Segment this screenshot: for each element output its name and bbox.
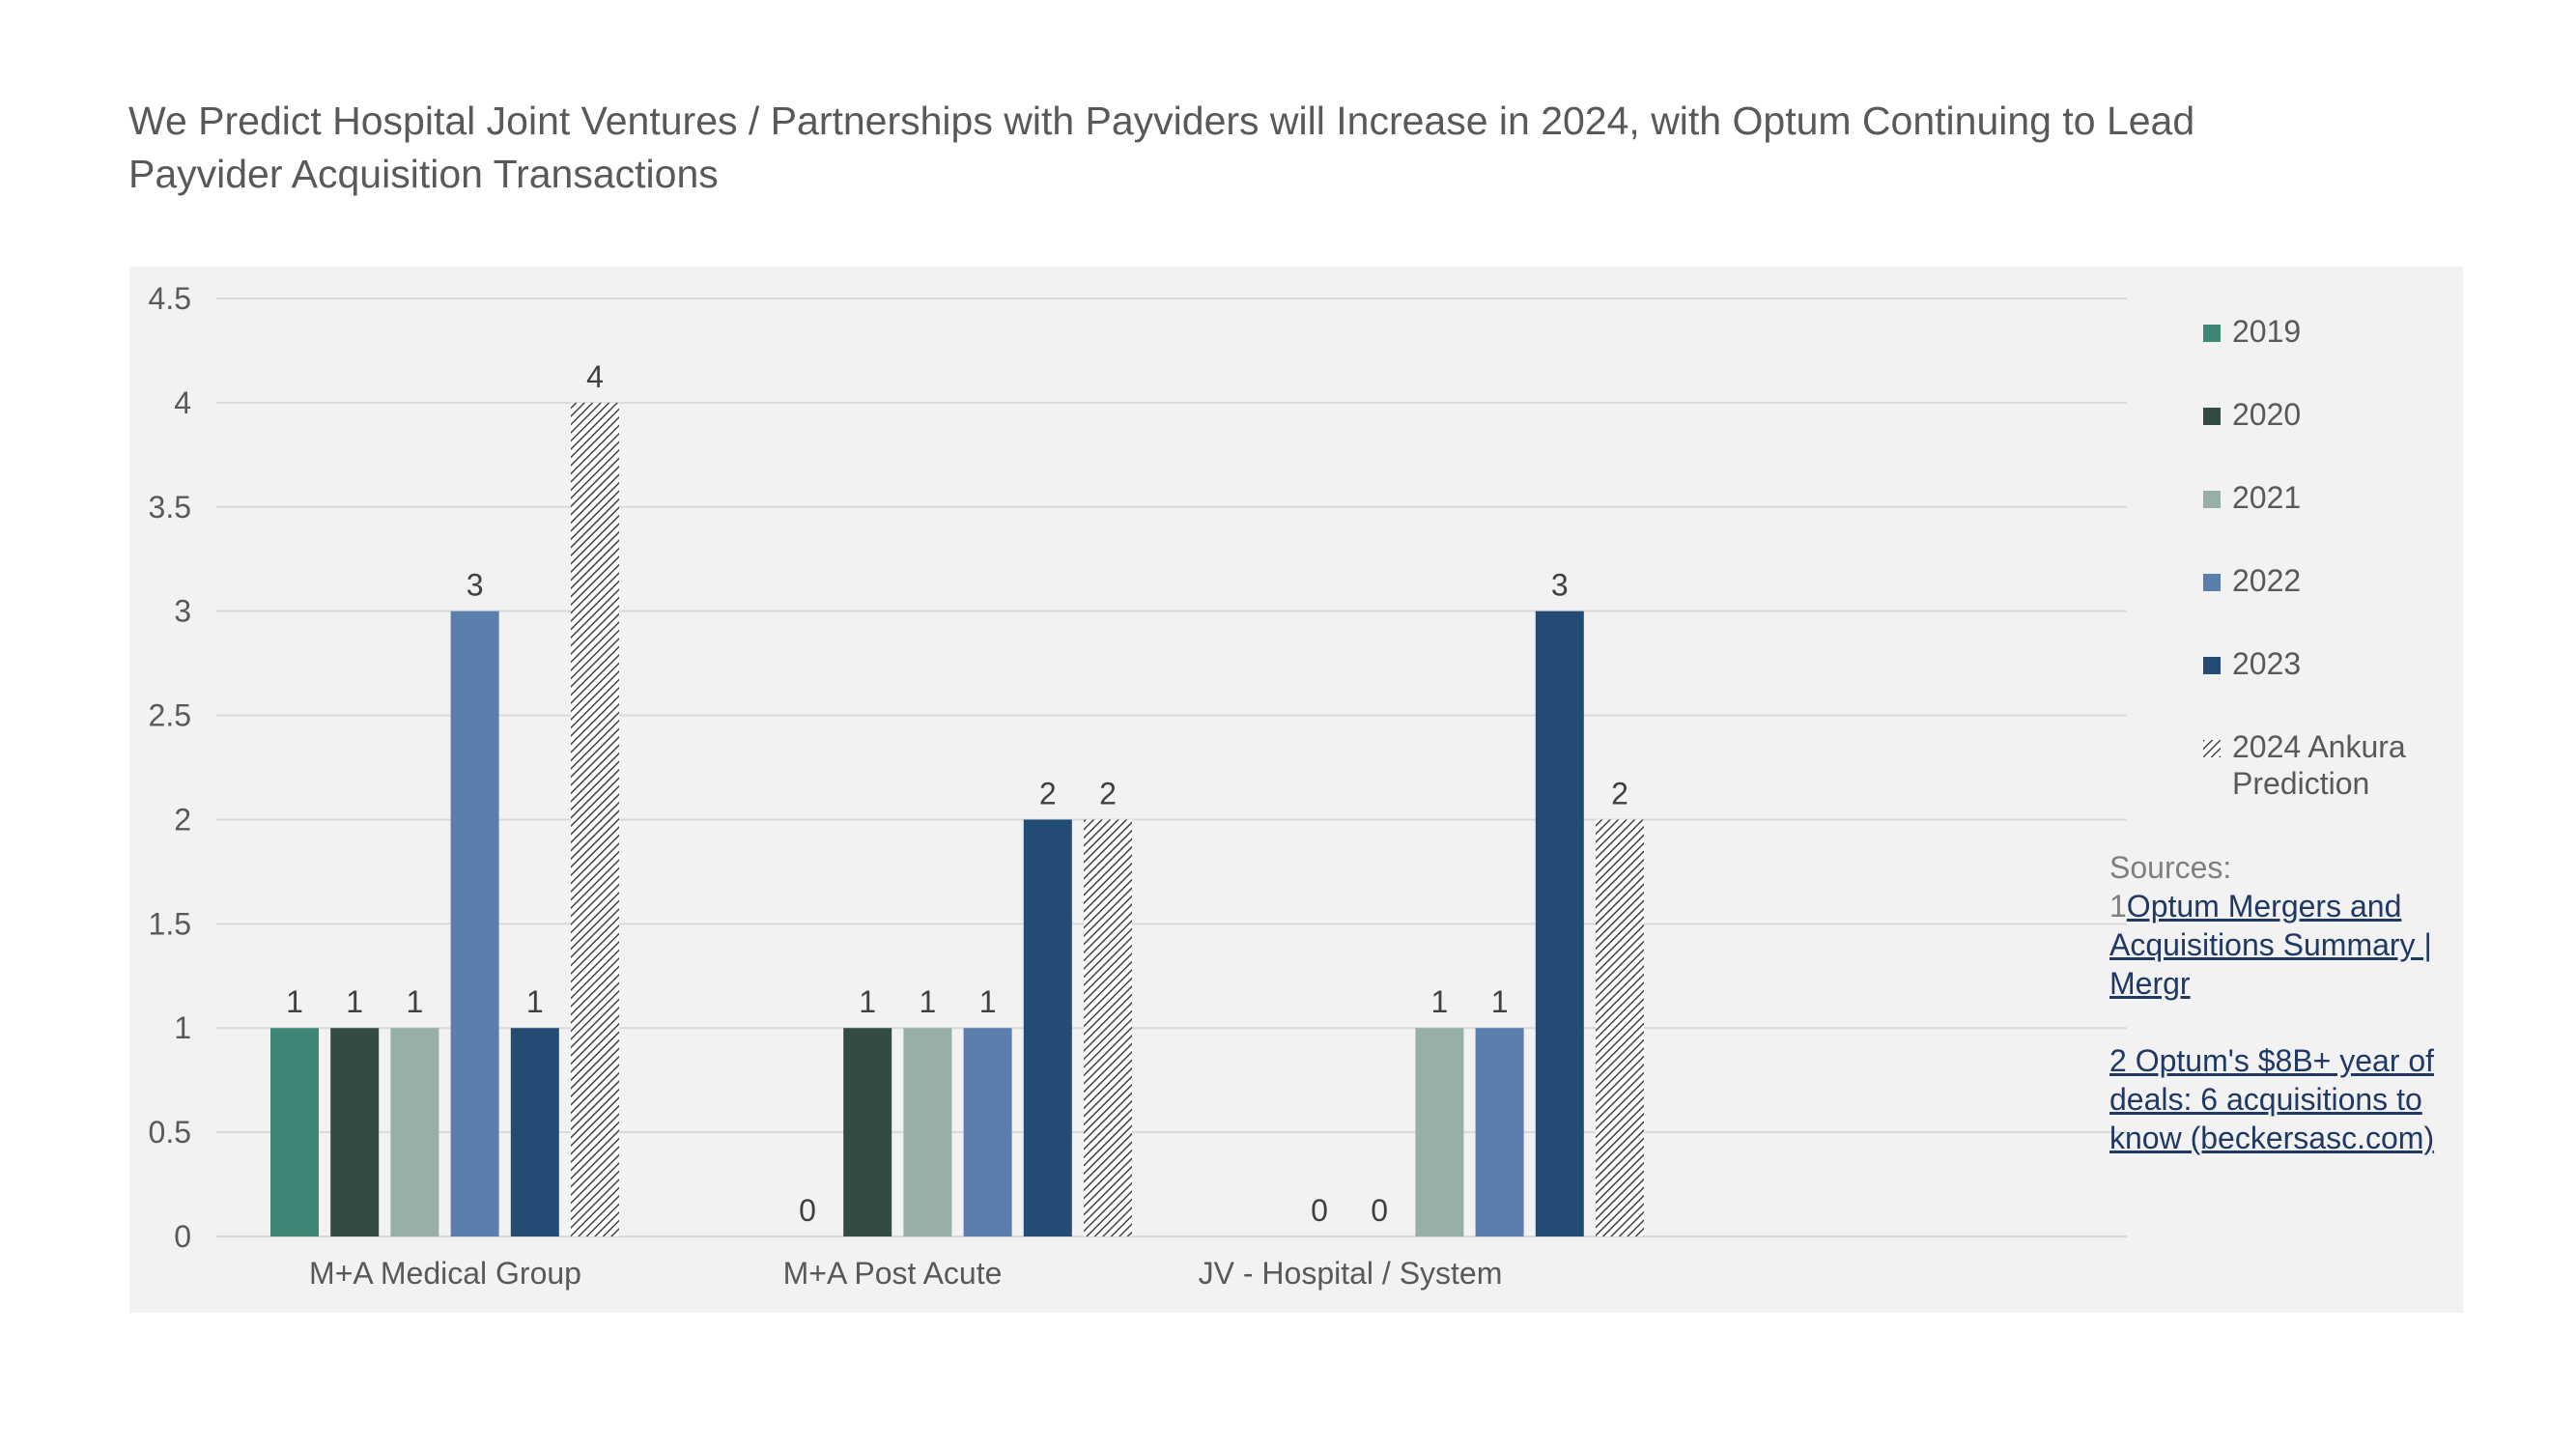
data-label: 2: [1039, 776, 1057, 810]
source-2: 2 Optum's $8B+ year of deals: 6 acquisit…: [2109, 1041, 2457, 1157]
bar-m-a-medical-group-2024-ankura-prediction: [571, 402, 619, 1236]
data-label: 1: [286, 984, 303, 1019]
bar-m-a-medical-group-2021: [390, 1028, 439, 1236]
legend-swatch-2020: [2203, 408, 2221, 425]
chart-title: We Predict Hospital Joint Ventures / Par…: [128, 99, 2195, 196]
legend-swatch-2019: [2203, 325, 2221, 342]
legend-label-2019: 2019: [2232, 314, 2302, 349]
data-label: 1: [859, 984, 876, 1019]
data-label: 3: [467, 568, 484, 603]
data-label: 1: [979, 984, 997, 1019]
bar-jv-hospital-system-2021: [1415, 1028, 1464, 1236]
legend-label-2021: 2021: [2232, 480, 2302, 515]
legend-label-2022: 2022: [2232, 563, 2302, 598]
bar-m-a-post-acute-2022: [963, 1028, 1012, 1236]
data-label: 2: [1611, 776, 1628, 810]
y-tick-label: 4: [174, 385, 191, 420]
legend-item-2020: 2020: [2203, 390, 2493, 473]
bar-jv-hospital-system-2022: [1475, 1028, 1524, 1236]
legend-item-2019: 2019: [2203, 307, 2493, 390]
y-tick-label: 0: [174, 1219, 191, 1254]
source-1: 1Optum Mergers and Acquisitions Summary …: [2109, 887, 2457, 1003]
bar-m-a-post-acute-2023: [1023, 819, 1072, 1236]
bar-m-a-post-acute-2024-ankura-prediction: [1084, 819, 1132, 1236]
legend-item-2024-prediction: 2024 Ankura Prediction: [2203, 723, 2493, 806]
x-category-label: M+A Post Acute: [783, 1256, 1003, 1291]
data-label: 1: [1491, 984, 1509, 1019]
y-tick-label: 2: [174, 802, 191, 837]
bar-m-a-medical-group-2023: [510, 1028, 559, 1236]
y-tick-label: 2.5: [149, 698, 191, 733]
bar-m-a-medical-group-2022: [450, 611, 499, 1236]
y-tick-label: 1.5: [149, 906, 191, 941]
source-2-link[interactable]: 2 Optum's $8B+ year of deals: 6 acquisit…: [2109, 1043, 2435, 1155]
data-label: 1: [526, 984, 544, 1019]
bar-jv-hospital-system-2024-ankura-prediction: [1596, 819, 1644, 1236]
legend-item-2022: 2022: [2203, 556, 2493, 639]
data-label: 1: [920, 984, 937, 1019]
source-1-link[interactable]: Optum Mergers and Acquisitions Summary |…: [2109, 889, 2432, 1001]
data-label: 1: [1431, 984, 1449, 1019]
data-label: 0: [799, 1193, 816, 1228]
x-category-label: M+A Medical Group: [309, 1256, 581, 1291]
legend-item-2021: 2021: [2203, 473, 2493, 556]
y-tick-label: 3.5: [149, 490, 191, 525]
bar-chart: 0 0.5 1 1.5 2 2.5 3 3.5 4 4.5 1 1 1 3 1 4 M+A Medical Gr…: [149, 281, 2127, 1291]
data-label: 0: [1371, 1193, 1388, 1228]
x-category-label: JV - Hospital / System: [1199, 1256, 1503, 1291]
data-label: 1: [346, 984, 363, 1019]
sources-note: Sources: 1Optum Mergers and Acquisitions…: [2109, 848, 2457, 1157]
legend-swatch-2023: [2203, 657, 2221, 674]
bar-m-a-medical-group-2020: [330, 1028, 380, 1236]
bar-jv-hospital-system-2023: [1535, 611, 1584, 1236]
source-1-number: 1: [2109, 889, 2127, 923]
data-label: 0: [1311, 1193, 1328, 1228]
legend-label-2023: 2023: [2232, 646, 2302, 681]
legend-label-2024-prediction: 2024 Ankura Prediction: [2232, 729, 2406, 801]
data-label: 1: [407, 984, 424, 1019]
sources-spacer: [2109, 1003, 2457, 1041]
legend-item-2023: 2023: [2203, 639, 2493, 723]
y-tick-label: 0.5: [149, 1115, 191, 1150]
y-tick-label: 4.5: [149, 281, 191, 316]
legend-swatch-2021: [2203, 491, 2221, 508]
data-label: 3: [1551, 568, 1569, 603]
y-tick-label: 1: [174, 1010, 191, 1045]
chart-panel: 0 0.5 1 1.5 2 2.5 3 3.5 4 4.5 1 1 1 3 1 4 M+A Medical Gr…: [129, 267, 2463, 1313]
sources-heading: Sources:: [2109, 850, 2232, 885]
legend-swatch-2022: [2203, 574, 2221, 591]
legend-swatch-2024-prediction: [2203, 740, 2221, 757]
y-tick-label: 3: [174, 594, 191, 629]
bar-m-a-post-acute-2021: [903, 1028, 952, 1236]
bar-m-a-post-acute-2020: [843, 1028, 892, 1236]
legend-label-2020: 2020: [2232, 397, 2302, 432]
bar-m-a-medical-group-2019: [270, 1028, 319, 1236]
data-label: 2: [1099, 776, 1117, 810]
chart-legend: 2019 2020 2021 2022 2023 2024 Ankura Pre…: [2203, 307, 2493, 806]
data-label: 4: [586, 359, 604, 394]
